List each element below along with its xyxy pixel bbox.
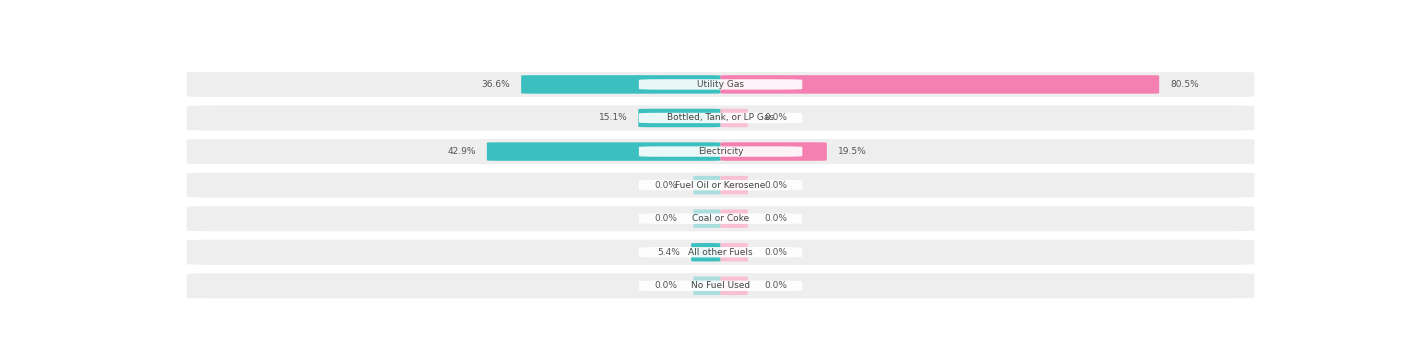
FancyBboxPatch shape [638, 280, 803, 291]
Text: 80.5%: 80.5% [1170, 80, 1199, 89]
FancyBboxPatch shape [693, 209, 721, 228]
FancyBboxPatch shape [692, 243, 721, 261]
Text: 5.4%: 5.4% [658, 248, 681, 257]
Text: Electricity: Electricity [697, 147, 744, 156]
Text: No Fuel Used: No Fuel Used [690, 281, 751, 290]
Text: 0.0%: 0.0% [765, 181, 787, 190]
FancyBboxPatch shape [638, 113, 803, 123]
Text: 0.0%: 0.0% [654, 281, 678, 290]
FancyBboxPatch shape [187, 172, 1254, 198]
Text: Fuel Oil or Kerosene: Fuel Oil or Kerosene [675, 181, 766, 190]
FancyBboxPatch shape [721, 75, 1159, 94]
Text: 15.1%: 15.1% [599, 114, 627, 122]
FancyBboxPatch shape [187, 273, 1254, 299]
Text: 0.0%: 0.0% [654, 181, 678, 190]
FancyBboxPatch shape [187, 240, 1254, 265]
FancyBboxPatch shape [187, 72, 1254, 97]
FancyBboxPatch shape [187, 139, 1254, 164]
FancyBboxPatch shape [187, 206, 1254, 231]
Text: 0.0%: 0.0% [765, 114, 787, 122]
FancyBboxPatch shape [721, 109, 748, 127]
FancyBboxPatch shape [486, 142, 721, 161]
FancyBboxPatch shape [187, 105, 1254, 131]
Text: Utility Gas: Utility Gas [697, 80, 744, 89]
Text: All other Fuels: All other Fuels [689, 248, 752, 257]
FancyBboxPatch shape [522, 75, 721, 94]
Text: 0.0%: 0.0% [765, 214, 787, 223]
FancyBboxPatch shape [638, 180, 803, 190]
Text: 0.0%: 0.0% [654, 214, 678, 223]
FancyBboxPatch shape [638, 247, 803, 257]
Text: Bottled, Tank, or LP Gas: Bottled, Tank, or LP Gas [666, 114, 775, 122]
FancyBboxPatch shape [721, 276, 748, 295]
FancyBboxPatch shape [721, 176, 748, 194]
Text: 0.0%: 0.0% [765, 281, 787, 290]
Text: Coal or Coke: Coal or Coke [692, 214, 749, 223]
Text: 19.5%: 19.5% [838, 147, 866, 156]
FancyBboxPatch shape [693, 276, 721, 295]
FancyBboxPatch shape [638, 214, 803, 224]
FancyBboxPatch shape [721, 243, 748, 261]
FancyBboxPatch shape [638, 146, 803, 157]
Text: 42.9%: 42.9% [447, 147, 477, 156]
FancyBboxPatch shape [721, 209, 748, 228]
FancyBboxPatch shape [638, 109, 721, 127]
Text: 36.6%: 36.6% [481, 80, 510, 89]
FancyBboxPatch shape [638, 79, 803, 90]
FancyBboxPatch shape [721, 142, 827, 161]
Text: 0.0%: 0.0% [765, 248, 787, 257]
FancyBboxPatch shape [693, 176, 721, 194]
